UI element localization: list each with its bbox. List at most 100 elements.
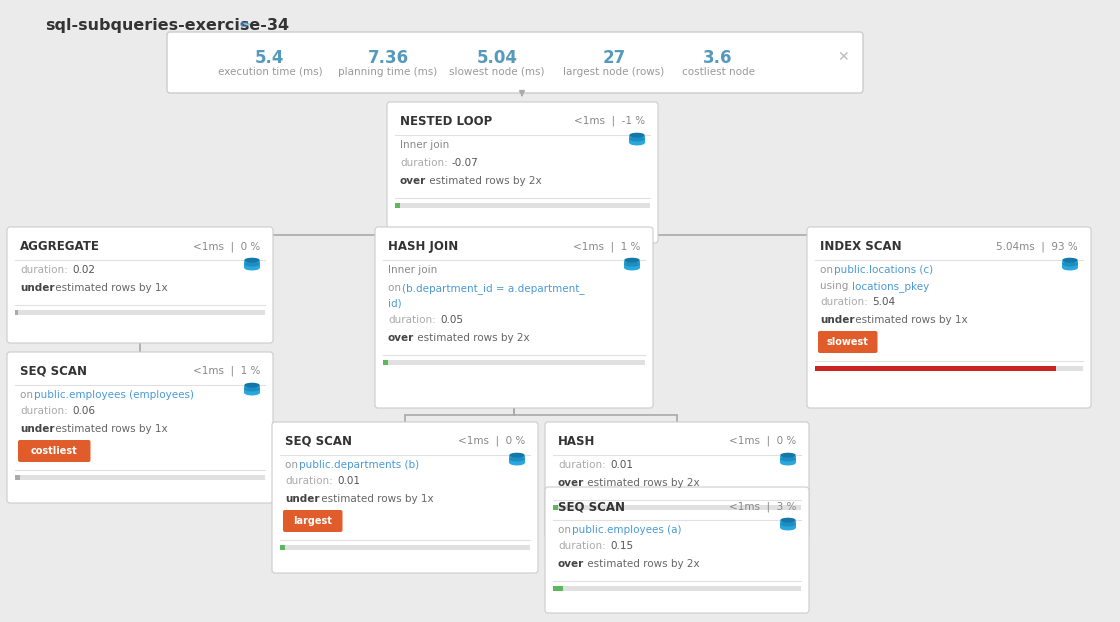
Bar bbox=[781, 520, 795, 528]
Text: sql-subqueries-exercise-34: sql-subqueries-exercise-34 bbox=[45, 18, 289, 33]
Text: <1ms  |  0 %: <1ms | 0 % bbox=[193, 241, 260, 251]
Ellipse shape bbox=[624, 258, 640, 262]
Bar bbox=[781, 455, 795, 463]
Text: NESTED LOOP: NESTED LOOP bbox=[400, 115, 493, 128]
Text: <1ms  |  -1 %: <1ms | -1 % bbox=[573, 116, 645, 126]
Ellipse shape bbox=[624, 266, 640, 271]
Text: <1ms  |  0 %: <1ms | 0 % bbox=[729, 436, 796, 447]
Bar bbox=[1062, 260, 1077, 268]
Bar bbox=[815, 366, 1056, 371]
Text: 3.6: 3.6 bbox=[703, 49, 732, 67]
Text: on: on bbox=[388, 283, 404, 293]
Ellipse shape bbox=[1062, 266, 1077, 271]
Text: under: under bbox=[284, 494, 319, 504]
FancyBboxPatch shape bbox=[18, 440, 91, 462]
Ellipse shape bbox=[244, 391, 260, 396]
Text: INDEX SCAN: INDEX SCAN bbox=[820, 240, 902, 253]
Ellipse shape bbox=[244, 383, 260, 388]
Text: ✏: ✏ bbox=[240, 19, 251, 32]
Text: estimated rows by 2x: estimated rows by 2x bbox=[584, 559, 700, 569]
Bar bbox=[244, 260, 260, 268]
FancyBboxPatch shape bbox=[272, 422, 538, 573]
Text: <1ms  |  1 %: <1ms | 1 % bbox=[193, 366, 260, 376]
Bar bbox=[15, 310, 265, 315]
Text: HASH JOIN: HASH JOIN bbox=[388, 240, 458, 253]
Bar bbox=[280, 545, 530, 550]
Text: 5.04ms  |  93 %: 5.04ms | 93 % bbox=[997, 241, 1077, 251]
Text: 5.04: 5.04 bbox=[476, 49, 517, 67]
Text: ✕: ✕ bbox=[837, 50, 849, 64]
Bar bbox=[510, 455, 524, 463]
Bar bbox=[383, 360, 389, 365]
Text: costliest node: costliest node bbox=[681, 67, 755, 77]
Text: duration:: duration: bbox=[20, 406, 67, 416]
Text: 0.02: 0.02 bbox=[72, 265, 95, 275]
Text: 0.01: 0.01 bbox=[337, 476, 360, 486]
Ellipse shape bbox=[1062, 262, 1077, 267]
Bar bbox=[815, 366, 1083, 371]
FancyBboxPatch shape bbox=[545, 487, 809, 613]
Text: AGGREGATE: AGGREGATE bbox=[20, 240, 100, 253]
Bar bbox=[553, 505, 801, 510]
Ellipse shape bbox=[510, 453, 524, 458]
FancyBboxPatch shape bbox=[808, 227, 1091, 408]
Text: locations_pkey: locations_pkey bbox=[852, 281, 930, 292]
Text: under: under bbox=[820, 315, 855, 325]
Text: id): id) bbox=[388, 299, 402, 309]
Bar bbox=[383, 360, 645, 365]
Text: duration:: duration: bbox=[20, 265, 67, 275]
Text: (b.department_id = a.department_: (b.department_id = a.department_ bbox=[402, 283, 585, 294]
Bar bbox=[15, 310, 18, 315]
Text: estimated rows by 2x: estimated rows by 2x bbox=[584, 478, 700, 488]
Text: duration:: duration: bbox=[400, 158, 448, 168]
Bar bbox=[624, 260, 640, 268]
Text: 5.04: 5.04 bbox=[872, 297, 895, 307]
Text: duration:: duration: bbox=[284, 476, 333, 486]
Ellipse shape bbox=[1062, 258, 1077, 262]
Text: under: under bbox=[20, 283, 55, 293]
Bar bbox=[244, 385, 260, 393]
Text: 7.36: 7.36 bbox=[367, 49, 409, 67]
Ellipse shape bbox=[781, 460, 795, 465]
Text: public.employees (a): public.employees (a) bbox=[572, 525, 681, 535]
FancyBboxPatch shape bbox=[388, 102, 659, 243]
Text: largest: largest bbox=[293, 516, 333, 526]
Ellipse shape bbox=[781, 518, 795, 522]
Text: public.employees (employees): public.employees (employees) bbox=[34, 390, 194, 400]
Text: execution time (ms): execution time (ms) bbox=[217, 67, 323, 77]
Text: 0.15: 0.15 bbox=[610, 541, 633, 551]
Bar bbox=[15, 475, 20, 480]
Text: 27: 27 bbox=[603, 49, 626, 67]
Text: public.locations (c): public.locations (c) bbox=[834, 265, 933, 275]
Text: slowest node (ms): slowest node (ms) bbox=[449, 67, 544, 77]
Bar bbox=[395, 203, 400, 208]
Text: duration:: duration: bbox=[820, 297, 868, 307]
Text: estimated rows by 1x: estimated rows by 1x bbox=[53, 424, 168, 434]
Text: SEQ SCAN: SEQ SCAN bbox=[558, 500, 625, 513]
Text: <1ms  |  3 %: <1ms | 3 % bbox=[729, 501, 796, 511]
Text: on: on bbox=[20, 390, 36, 400]
Text: <1ms  |  0 %: <1ms | 0 % bbox=[458, 436, 525, 447]
Text: Inner join: Inner join bbox=[400, 140, 449, 150]
Text: estimated rows by 2x: estimated rows by 2x bbox=[414, 333, 530, 343]
FancyBboxPatch shape bbox=[283, 510, 343, 532]
Ellipse shape bbox=[781, 526, 795, 531]
Ellipse shape bbox=[244, 258, 260, 262]
FancyBboxPatch shape bbox=[167, 32, 864, 93]
Ellipse shape bbox=[510, 460, 524, 465]
Text: over: over bbox=[558, 478, 585, 488]
FancyBboxPatch shape bbox=[818, 331, 877, 353]
Text: estimated rows by 1x: estimated rows by 1x bbox=[317, 494, 433, 504]
Bar bbox=[629, 135, 645, 143]
Bar bbox=[553, 586, 801, 591]
Text: 0.06: 0.06 bbox=[72, 406, 95, 416]
Text: largest node (rows): largest node (rows) bbox=[563, 67, 664, 77]
Text: under: under bbox=[20, 424, 55, 434]
Text: slowest: slowest bbox=[827, 337, 869, 347]
Text: over: over bbox=[558, 559, 585, 569]
Text: duration:: duration: bbox=[388, 315, 436, 325]
Text: -0.07: -0.07 bbox=[452, 158, 478, 168]
Bar bbox=[553, 586, 563, 591]
Text: 0.05: 0.05 bbox=[440, 315, 463, 325]
Ellipse shape bbox=[629, 132, 645, 137]
